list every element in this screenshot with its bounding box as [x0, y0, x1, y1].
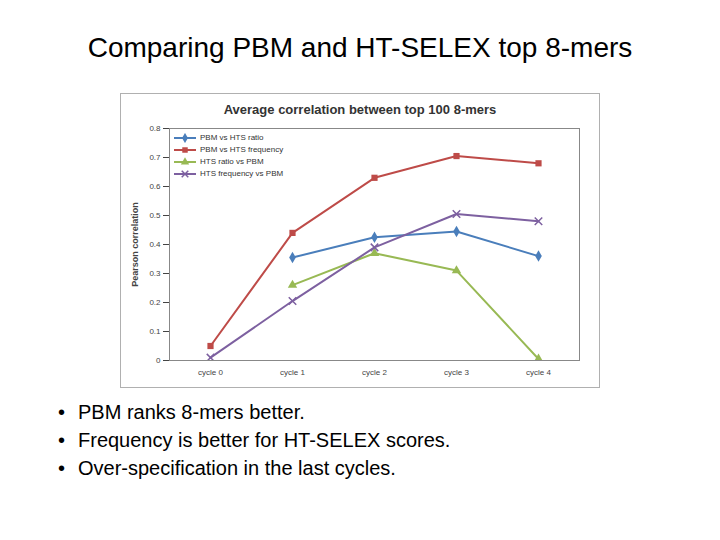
html-text:Frequency is better for HT-SEL: Frequency is better for HT-SELEX scores.	[78, 429, 451, 451]
html-text:HTS frequency vs PBM: HTS frequency vs PBM	[200, 169, 284, 178]
html-text:Comparing PBM and HT-SELEX top: Comparing PBM and HT-SELEX top 8-mers	[87, 32, 633, 63]
svg-text:0.1: 0.1	[149, 327, 161, 336]
html-text:HTS ratio vs PBM: HTS ratio vs PBM	[200, 157, 264, 166]
html-text:PBM vs HTS frequency: PBM vs HTS frequency	[200, 145, 284, 154]
svg-text:cycle 1: cycle 1	[280, 368, 305, 377]
svg-text:cycle 3: cycle 3	[444, 368, 469, 377]
svg-text:0.4: 0.4	[149, 240, 161, 249]
html-text:Average correlation between to: Average correlation between top 100 8-me…	[223, 102, 497, 117]
svg-text:0.5: 0.5	[149, 211, 161, 220]
html-text:Over-specification in the last: Over-specification in the last cycles.	[78, 457, 396, 479]
html-text:PBM vs HTS ratio: PBM vs HTS ratio	[200, 133, 264, 142]
svg-text:cycle 2: cycle 2	[362, 368, 387, 377]
svg-text:0.7: 0.7	[149, 153, 161, 162]
html-text:PBM ranks 8-mers better.: PBM ranks 8-mers better.	[78, 401, 305, 423]
svg-text:cycle 0: cycle 0	[198, 368, 223, 377]
svg-text:0.8: 0.8	[149, 124, 161, 133]
svg-text:0.6: 0.6	[149, 182, 161, 191]
svg-text:0.3: 0.3	[149, 269, 161, 278]
svg-text:0: 0	[156, 356, 161, 365]
svg-text:0.2: 0.2	[149, 298, 161, 307]
svg-text:Pearson correlation: Pearson correlation	[130, 202, 140, 287]
svg-text:cycle 4: cycle 4	[526, 368, 551, 377]
